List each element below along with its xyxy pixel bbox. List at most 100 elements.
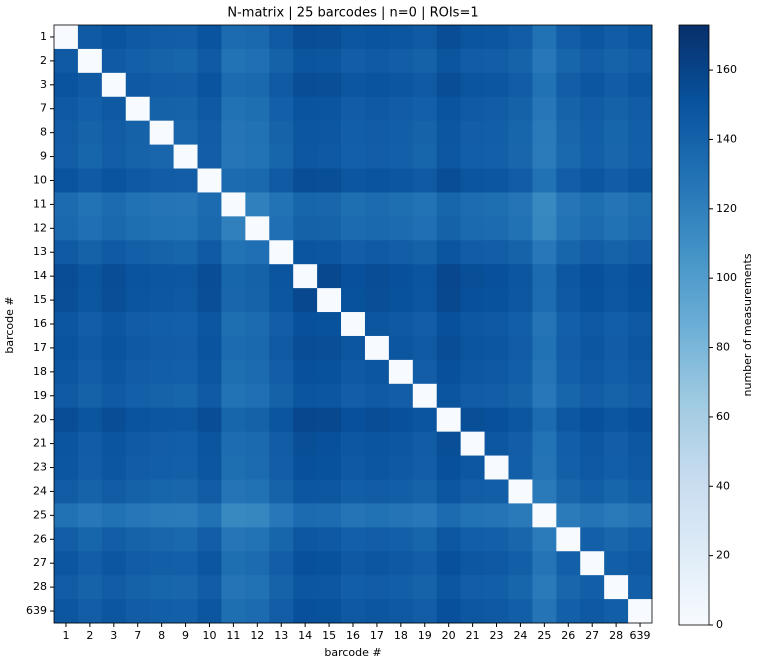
heatmap-cell [149,48,174,74]
heatmap-cell [269,168,294,193]
heatmap-cell [341,288,366,313]
heatmap-cell [580,264,605,289]
heatmap-cell [460,216,485,241]
heatmap-cell [341,599,366,624]
heatmap-cell [125,407,151,433]
heatmap-cell [460,599,485,624]
heatmap-cell [508,216,533,241]
heatmap-cell [221,168,246,193]
heatmap-cell [317,383,342,409]
heatmap-cell [341,192,366,217]
heatmap-cell [173,312,198,337]
heatmap-cell [484,216,509,241]
heatmap-cell [604,120,629,145]
heatmap-cell [173,359,198,385]
heatmap-cell [341,48,366,74]
x-tick-label: 12 [250,629,264,642]
heatmap-cell [317,240,342,265]
heatmap-cell [628,144,653,169]
heatmap-cell [604,335,629,361]
heatmap-cell [293,240,318,265]
x-tick-label: 28 [609,629,623,642]
heatmap-cell [269,216,294,241]
heatmap-cell [54,216,79,241]
heatmap-cell [125,120,151,145]
heatmap-cell [580,503,605,528]
heatmap-cell [508,72,533,98]
heatmap-cell [580,359,605,385]
heatmap-cell [436,407,462,433]
heatmap-cell [149,264,174,289]
heatmap-cell [580,144,605,169]
heatmap-cell [173,264,198,289]
heatmap-cell [556,312,581,337]
heatmap-cell [436,96,462,122]
heatmap-cell [604,455,629,480]
heatmap-cell [484,25,509,50]
heatmap-cell [604,407,629,433]
heatmap-cell [604,312,629,337]
heatmap-cell [484,48,509,74]
y-tick-label: 27 [33,556,47,569]
heatmap-cell [532,96,557,122]
heatmap-cell [293,264,318,289]
heatmap-cell [317,479,342,504]
heatmap-cell [149,240,174,265]
heatmap-cell [364,599,390,624]
heatmap-cell [77,72,103,98]
y-tick-label: 11 [33,197,47,210]
heatmap-cell [101,240,127,265]
heatmap-cell [54,288,79,313]
heatmap-cell [125,503,151,528]
heatmap-cell [532,527,557,552]
heatmap-cell [221,120,246,145]
heatmap-cell [221,527,246,552]
heatmap-cell [364,527,390,552]
heatmap-cell [221,96,246,122]
heatmap-cell [197,144,222,169]
heatmap-cell [125,144,151,169]
heatmap-cell [436,575,462,600]
heatmap-cell [580,240,605,265]
heatmap-cell [293,479,318,504]
heatmap-cell [508,407,533,433]
heatmap-cell [508,144,533,169]
heatmap-cell [556,216,581,241]
heatmap-cell [269,551,294,576]
heatmap-cell [388,264,414,289]
heatmap-cell [149,455,174,480]
heatmap-cell [580,25,605,50]
heatmap-cell [101,479,127,504]
heatmap-cell [412,335,438,361]
heatmap-cell [293,192,318,217]
heatmap-cell [54,168,79,193]
heatmap-cell [197,407,222,433]
heatmap-cell [484,192,509,217]
heatmap-cell [484,144,509,169]
heatmap-cell [341,383,366,409]
heatmap-cell [388,527,414,552]
heatmap-cell [77,192,103,217]
heatmap-cell [77,359,103,385]
heatmap-cell [293,25,318,50]
heatmap-cell [77,431,103,456]
heatmap-cell [532,431,557,456]
heatmap-cell [364,455,390,480]
x-tick-label: 16 [346,629,360,642]
heatmap-cell [532,407,557,433]
x-tick-label: 18 [394,629,408,642]
heatmap-cell [77,168,103,193]
y-tick-label: 15 [33,293,47,306]
heatmap-cell [388,551,414,576]
heatmap-cell [580,431,605,456]
heatmap-cell [341,312,366,337]
heatmap-cell [604,383,629,409]
heatmap-cell [628,240,653,265]
heatmap-cell [628,551,653,576]
y-tick-label: 13 [33,245,47,258]
heatmap-cell [532,192,557,217]
heatmap-cell [508,96,533,122]
heatmap-cell [293,312,318,337]
x-tick-label: 10 [202,629,216,642]
heatmap-cell [436,120,462,145]
